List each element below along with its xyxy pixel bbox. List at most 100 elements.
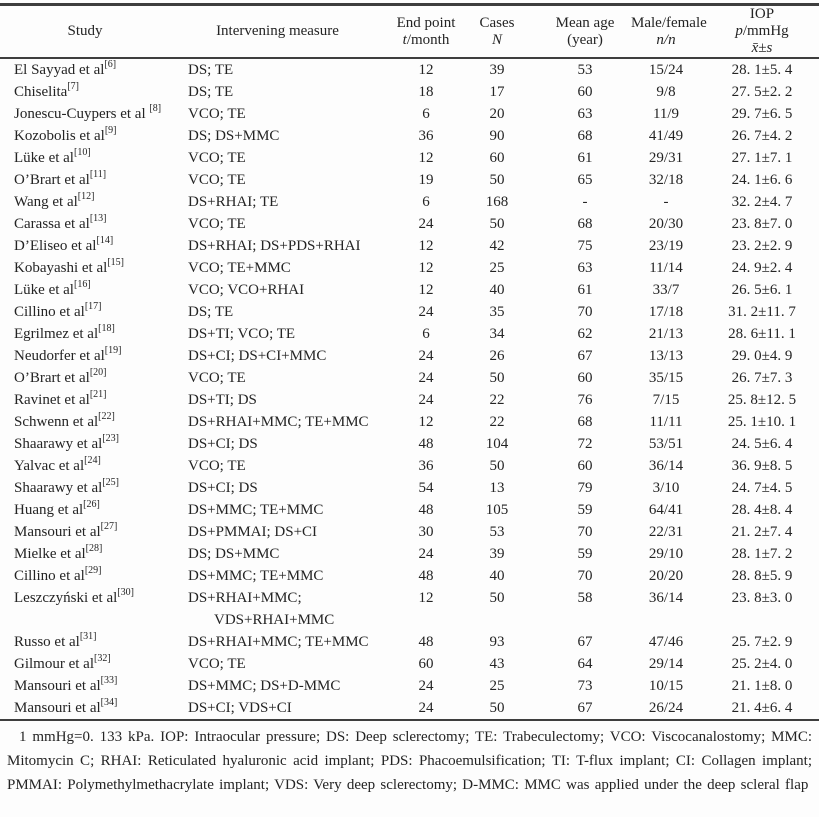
iop-cell: 24. 7±4. 5 [731, 480, 793, 496]
header-label: Cases [479, 14, 515, 31]
study-cell: Cillino et al[29] [0, 565, 170, 587]
cases-cell: 25 [489, 678, 505, 694]
cases-cell: 26 [489, 348, 505, 364]
table-row: Kobayashi et al[15] VCO; TE+MMC 12 25 63 11/1… [0, 257, 819, 279]
reference-superscript: [19] [104, 345, 122, 356]
male-female-cell: 64/41 [648, 502, 684, 518]
mean-age-cell: 61 [577, 282, 593, 298]
mean-age-cell: 70 [577, 568, 593, 584]
reference-superscript: [28] [85, 543, 103, 554]
male-female-cell: 33/7 [652, 282, 680, 298]
measure-line: VCO; TE [188, 656, 246, 672]
table-row: Lüke et al[10] VCO; TE 12 60 61 29/31 27. 1±7.… [0, 147, 819, 169]
table-row: O’Brart et al[11] VCO; TE 19 50 65 32/18 24. 1… [0, 169, 819, 191]
iop-cell: 27. 5±2. 2 [731, 84, 793, 100]
measure-line: VCO; TE [188, 106, 246, 122]
intervening-measure-cell: DS+RHAI+MMC; VDS+RHAI+MMC [170, 587, 385, 631]
mean-age-cell: 61 [577, 150, 593, 166]
study-cell: Mansouri et al[34] [0, 697, 170, 720]
male-female-cell: 15/24 [648, 62, 684, 78]
male-female-cell: 20/20 [648, 568, 684, 584]
iop-cell: 36. 9±8. 5 [731, 458, 793, 474]
reference-superscript: [7] [67, 81, 79, 92]
reference-superscript: [11] [89, 169, 107, 180]
measure-line: DS+TI; DS [188, 392, 257, 408]
endpoint-cell: 6 [422, 194, 430, 210]
iop-cell: 25. 2±4. 0 [731, 656, 793, 672]
study-name: Kozobolis et al [14, 128, 105, 144]
iop-cell: 25. 8±12. 5 [727, 392, 797, 408]
iop-cell: 23. 8±7. 0 [731, 216, 793, 232]
iop-cell: 26. 7±7. 3 [731, 370, 793, 386]
cases-cell: 39 [489, 546, 505, 562]
mean-age-cell: 62 [577, 326, 593, 342]
cases-cell: 22 [489, 392, 505, 408]
study-name: Mielke et al [14, 546, 86, 562]
study-name: Cillino et al [14, 304, 85, 320]
study-cell: Lüke et al[16] [0, 279, 170, 301]
table-header: Study Intervening measure End point t/mo… [0, 5, 819, 59]
reference-superscript: [29] [84, 565, 102, 576]
reference-superscript: [16] [73, 279, 91, 290]
table-row: O’Brart et al[20] VCO; TE 24 50 60 35/15 26. 7… [0, 367, 819, 389]
study-cell: Wang et al[12] [0, 191, 170, 213]
study-name: Shaarawy et al [14, 436, 103, 452]
male-female-cell: 10/15 [648, 678, 684, 694]
male-female-cell: 29/14 [648, 656, 684, 672]
male-female-cell: 11/14 [649, 260, 683, 276]
study-cell: Carassa et al[13] [0, 213, 170, 235]
reference-superscript: [13] [89, 213, 107, 224]
cases-cell: 50 [489, 370, 505, 386]
cases-cell: 90 [489, 128, 505, 144]
measure-line: DS+RHAI+MMC; [188, 590, 302, 606]
male-female-cell: 13/13 [648, 348, 684, 364]
mean-age-cell: 67 [577, 634, 593, 650]
male-female-cell: 7/15 [652, 392, 680, 408]
endpoint-cell: 6 [422, 106, 430, 122]
iop-cell: 28. 8±5. 9 [731, 568, 793, 584]
endpoint-cell: 48 [418, 436, 434, 452]
mean-age-cell: 67 [577, 700, 593, 716]
endpoint-cell: 24 [418, 700, 434, 716]
male-female-cell: 32/18 [648, 172, 684, 188]
cases-cell: 50 [489, 216, 505, 232]
col-header-study: Study [0, 5, 170, 59]
table-row: Cillino et al[17] DS; TE 24 35 70 17/18 31. 2±… [0, 301, 819, 323]
study-name: Yalvac et al [14, 458, 85, 474]
col-header-endpoint: End point t/month [385, 5, 467, 59]
intervening-measure-cell: VCO; TE [170, 213, 385, 235]
reference-superscript: [25] [102, 477, 119, 488]
male-female-cell: 11/9 [652, 106, 680, 122]
study-cell: Mielke et al[28] [0, 543, 170, 565]
intervening-measure-cell: DS; TE [170, 81, 385, 103]
endpoint-cell: 6 [422, 326, 430, 342]
table-body: El Sayyad et al[6] DS; TE 12 39 53 15/24 28. 1… [0, 58, 819, 720]
intervening-measure-cell: VCO; VCO+RHAI [170, 279, 385, 301]
measure-line: DS; DS+MMC [188, 128, 280, 144]
study-name: Carassa et al [14, 216, 90, 232]
study-name: Leszczyński et al [14, 590, 118, 606]
measure-line: DS+RHAI; TE [188, 194, 279, 210]
intervening-measure-cell: VCO; TE+MMC [170, 257, 385, 279]
reference-superscript: [15] [107, 257, 124, 268]
intervening-measure-cell: VCO; TE [170, 367, 385, 389]
mean-age-cell: 64 [577, 656, 593, 672]
iop-cell: 21. 2±7. 4 [731, 524, 793, 540]
endpoint-cell: 12 [418, 238, 434, 254]
table-row: Mielke et al[28] DS; DS+MMC 24 39 59 29/10 28.… [0, 543, 819, 565]
intervening-measure-cell: DS; TE [170, 301, 385, 323]
intervening-measure-cell: DS+RHAI; DS+PDS+RHAI [170, 235, 385, 257]
study-name: Huang et al [14, 502, 84, 518]
measure-line: VCO; TE [188, 172, 246, 188]
cases-cell: 53 [489, 524, 505, 540]
cases-cell: 50 [489, 700, 505, 716]
cases-cell: 22 [489, 414, 505, 430]
endpoint-cell: 12 [418, 590, 434, 606]
header-label: Mean age [555, 14, 615, 31]
study-name: Gilmour et al [14, 656, 94, 672]
iop-cell: 25. 7±2. 9 [731, 634, 793, 650]
study-name: O’Brart et al [14, 172, 90, 188]
study-cell: Russo et al[31] [0, 631, 170, 653]
table-row: Wang et al[12] DS+RHAI; TE 6 168 - - 32. 2±4. … [0, 191, 819, 213]
table-row: Gilmour et al[32] VCO; TE 60 43 64 29/14 25. 2… [0, 653, 819, 675]
